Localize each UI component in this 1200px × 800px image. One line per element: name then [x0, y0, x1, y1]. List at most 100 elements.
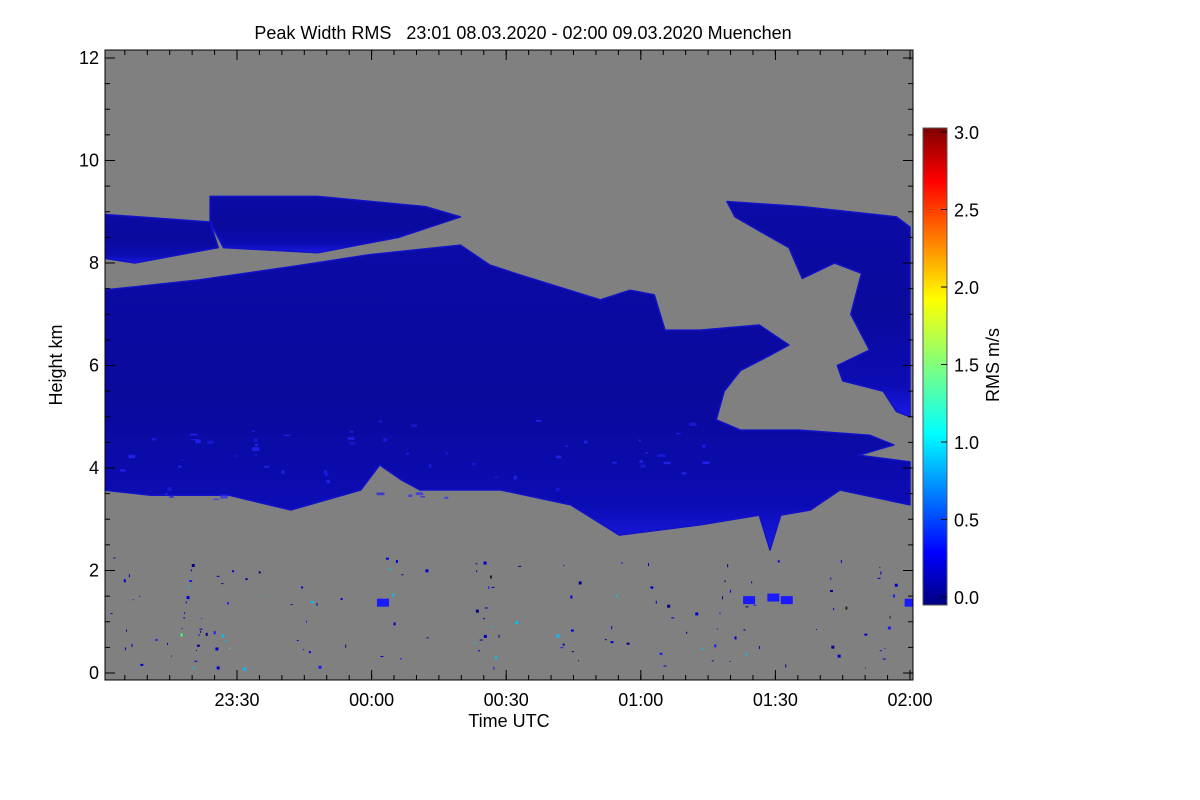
rms-pixel	[894, 583, 898, 587]
rms-pixel	[388, 568, 392, 570]
rms-pixel	[151, 437, 157, 441]
rms-pixel	[829, 589, 833, 592]
rms-pixel	[139, 595, 141, 597]
rms-pixel	[570, 629, 574, 632]
upper-right-layer	[726, 200, 911, 418]
rms-pixel	[216, 666, 220, 670]
rms-pixel	[213, 631, 216, 635]
rms-pixel	[743, 629, 746, 631]
rms-pixel	[729, 660, 731, 662]
y-tick-label: 10	[79, 151, 99, 171]
rms-pixel	[743, 596, 756, 605]
rms-pixel	[186, 596, 190, 600]
rms-pixel	[195, 439, 201, 444]
rms-pixel	[745, 606, 749, 608]
rms-pixel	[445, 452, 449, 455]
rms-pixel	[415, 492, 424, 496]
rms-pixel	[340, 598, 343, 601]
rms-pixel	[650, 586, 654, 589]
rms-pixel	[560, 647, 564, 649]
rms-pixel	[604, 639, 607, 641]
rms-pixel	[815, 629, 817, 631]
rms-pixel	[243, 667, 247, 671]
rms-pixel	[224, 640, 227, 642]
rms-pixel	[264, 465, 270, 468]
rms-pixel	[638, 439, 641, 442]
rms-pixel	[281, 470, 285, 474]
rms-pixel	[833, 607, 835, 610]
rms-pixel	[260, 594, 262, 596]
colorbar-tick-label: 1.0	[954, 433, 979, 453]
rms-pixel	[120, 469, 126, 472]
rms-pixel	[213, 498, 220, 500]
rms-pixel	[253, 438, 258, 442]
rms-pixel	[667, 604, 671, 608]
rms-pixel	[395, 559, 398, 563]
rms-pixel	[181, 628, 183, 630]
rms-pixel	[316, 603, 318, 607]
y-tick-label: 2	[89, 561, 99, 581]
rms-pixel	[621, 561, 623, 564]
rms-pixel	[864, 633, 868, 636]
rms-pixel	[513, 475, 517, 480]
rms-pixel	[565, 445, 569, 447]
rms-pixel	[475, 563, 478, 565]
main-cloud-layer	[105, 244, 911, 551]
rms-pixel	[610, 641, 614, 644]
rms-pixel	[840, 559, 842, 563]
colorbar	[922, 127, 948, 606]
rms-pixel	[318, 665, 322, 669]
y-tick-label: 8	[89, 253, 99, 273]
rms-pixel	[645, 452, 648, 454]
rms-pixel	[535, 419, 542, 422]
rms-pixel	[201, 618, 203, 620]
rms-pixel	[232, 570, 235, 573]
rms-pixel	[777, 560, 780, 563]
rms-pixel	[879, 650, 882, 652]
rms-pixel	[155, 638, 158, 641]
rms-pixel	[345, 644, 347, 648]
rms-pixel	[383, 438, 388, 442]
rms-pixel	[177, 465, 182, 468]
rms-pixel	[882, 658, 886, 660]
rms-pixel	[185, 601, 187, 604]
rms-pixel	[399, 658, 402, 660]
y-axis-label: Height km	[46, 324, 66, 405]
colorbar-tick-label: 0.0	[954, 588, 979, 608]
rms-pixel	[640, 464, 646, 468]
rms-pixel	[123, 579, 126, 583]
rms-pixel	[648, 563, 650, 567]
rms-pixel	[207, 440, 214, 444]
rms-pixel	[729, 589, 731, 593]
chart-title: Peak Width RMS 23:01 08.03.2020 - 02:00 …	[254, 23, 791, 43]
rms-pixel	[191, 564, 195, 568]
rms-pixel	[348, 442, 356, 445]
rms-pixel	[657, 454, 666, 457]
rms-pixel	[199, 628, 203, 630]
rms-pixel	[393, 622, 396, 626]
rms-pixel	[570, 595, 573, 599]
rms-pixel	[659, 652, 663, 655]
rms-pixel	[183, 617, 186, 619]
upper-middle-layer	[209, 195, 462, 254]
rms-pixel	[562, 643, 565, 646]
rms-pixel	[767, 593, 780, 602]
rms-pixel	[663, 461, 671, 465]
rms-pixel	[140, 663, 144, 666]
rms-pixel	[476, 570, 478, 573]
rms-pixel	[785, 664, 787, 668]
rms-pixel	[877, 577, 881, 579]
rms-pixel	[711, 660, 714, 662]
rms-pixel	[310, 601, 314, 604]
x-tick-label: 01:00	[618, 690, 663, 710]
rms-pixel	[488, 586, 490, 590]
rms-pixel	[483, 634, 487, 638]
rms-pixel	[722, 596, 724, 600]
rms-pixel	[221, 634, 224, 638]
rms-pixel	[196, 650, 198, 652]
rms-pixel	[229, 647, 231, 649]
rms-pixel	[616, 594, 618, 598]
rms-pixel	[475, 609, 479, 613]
rms-pixel	[689, 422, 697, 426]
rms-pixel	[889, 615, 891, 619]
